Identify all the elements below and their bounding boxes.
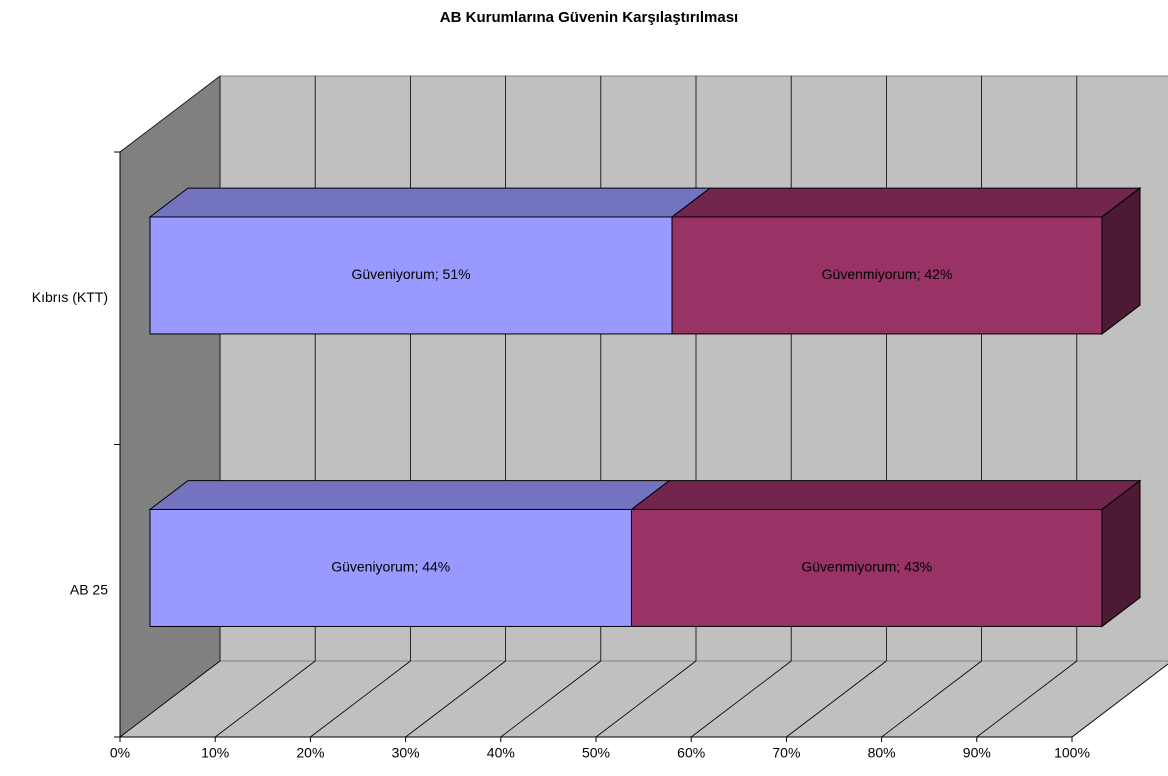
floor — [118, 660, 1168, 738]
data-label: Güveniyorum; 51% — [352, 266, 471, 282]
floor-grid-line — [690, 660, 792, 738]
floor-grid-line — [310, 660, 411, 738]
chart-title: AB Kurumlarına Güvenin Karşılaştırılması — [440, 9, 738, 26]
x-tick-label: 70% — [772, 745, 800, 761]
left-wall — [119, 75, 221, 738]
x-tick-label: 80% — [868, 745, 896, 761]
floor-grid-line — [595, 660, 697, 738]
floor-grid-line — [119, 660, 221, 738]
x-tick-label: 60% — [677, 745, 705, 761]
x-tick-label: 100% — [1054, 745, 1090, 761]
bar — [671, 216, 1103, 335]
floor-grid-line — [500, 660, 602, 738]
data-label: Güvenmiyorum; 43% — [801, 559, 932, 575]
floor-grid-line — [405, 660, 506, 738]
bar-top — [670, 187, 1142, 218]
floor-grid-line — [976, 660, 1078, 738]
bar-top — [629, 480, 1142, 510]
y-tick-label: Kıbrıs (KTT) — [32, 289, 108, 305]
x-tick-label: 50% — [582, 745, 610, 761]
bar — [630, 508, 1103, 627]
data-label: Güveniyorum; 44% — [331, 559, 450, 575]
floor-grid-line — [1071, 663, 1168, 738]
x-tick-label: 40% — [487, 745, 515, 761]
floor-grid-line — [214, 660, 316, 738]
x-tick-label: 90% — [963, 745, 991, 761]
bar — [149, 508, 632, 627]
floor-grid-line — [881, 660, 982, 738]
y-tick-label: AB 25 — [70, 581, 108, 597]
bar-top — [148, 480, 671, 510]
x-tick-label: 20% — [296, 745, 324, 761]
x-tick-label: 30% — [392, 745, 420, 761]
bar — [149, 216, 673, 335]
x-tick-label: 10% — [201, 745, 229, 761]
x-tick-label: 0% — [110, 745, 130, 761]
bar-top — [148, 187, 712, 218]
data-label: Güvenmiyorum; 42% — [822, 266, 953, 282]
floor-grid-line — [786, 660, 887, 738]
